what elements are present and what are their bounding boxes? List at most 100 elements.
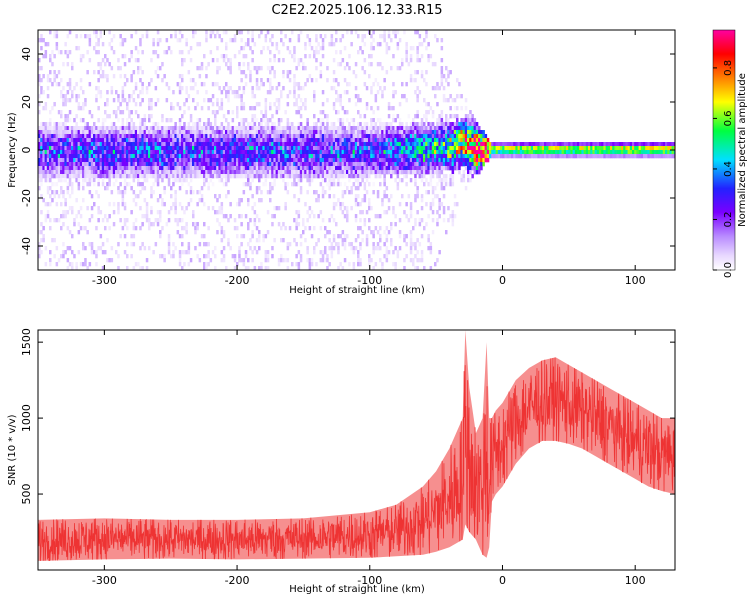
spectrogram-cell (172, 126, 175, 131)
spectrogram-cell (295, 210, 298, 215)
spectrogram-cell (77, 182, 81, 187)
spectrogram-cell (189, 78, 193, 83)
spectrogram-cell (332, 138, 336, 143)
spectrogram-cell (156, 42, 160, 47)
spectrogram-cell (165, 142, 169, 147)
spectrogram-cell (273, 134, 276, 139)
spectrogram-cell (264, 254, 268, 259)
spectrogram-cell (244, 166, 248, 171)
spectrogram-cell (110, 86, 114, 91)
spectrogram-cell (192, 222, 195, 227)
spectrogram-cell (159, 218, 162, 223)
spectrogram-cell (148, 246, 151, 251)
spectrogram-cell (185, 230, 188, 235)
spectrogram-cell (161, 62, 164, 67)
spectrogram-cell (449, 114, 452, 119)
spectrogram-cell (277, 222, 281, 227)
spectrogram-cell (409, 158, 413, 163)
spectrogram-cell (49, 122, 52, 127)
spectrogram-cell (53, 138, 56, 143)
spectrogram-cell (561, 150, 565, 155)
spectrogram-cell (275, 206, 279, 211)
spectrogram-cell (84, 142, 87, 147)
spectrogram-cell (412, 146, 415, 151)
spectrogram-cell (269, 190, 272, 195)
spectrogram-cell (401, 166, 404, 171)
spectrogram-cell (121, 130, 125, 135)
spectrogram-cell (110, 150, 114, 155)
spectrogram-cell (297, 266, 301, 270)
spectrogram-cell (60, 202, 63, 207)
spectrogram-cell (220, 166, 224, 171)
spectrogram-cell (196, 66, 199, 71)
spectrogram-cell (84, 166, 87, 171)
spectrogram-cell (178, 250, 182, 255)
spectrogram-cell (108, 146, 111, 151)
spectrogram-cell (458, 170, 461, 175)
spectrogram-cell (462, 170, 466, 175)
spectrogram-cell (528, 154, 532, 159)
spectrogram-cell (77, 186, 81, 191)
spectrogram-cell (139, 130, 142, 135)
spectrogram-cell (218, 178, 221, 183)
spectrogram-cell (306, 258, 309, 263)
spectrogram-cell (117, 242, 120, 247)
spectrogram-cell (368, 142, 371, 147)
spectrogram-cell (321, 190, 325, 195)
spectrogram-cell (247, 226, 250, 231)
spectrogram-cell (354, 218, 358, 223)
spectrogram-cell (374, 174, 378, 179)
spectrogram-cell (53, 126, 56, 131)
spectrogram-cell (242, 54, 246, 59)
spectrogram-cell (86, 230, 89, 235)
spectrogram-cell (66, 166, 70, 171)
spectrogram-cell (416, 238, 419, 243)
spectrogram-cell (357, 166, 360, 171)
spectrogram-cell (260, 66, 263, 71)
spectrogram-cell (247, 154, 250, 159)
spectrogram-cell (66, 134, 70, 139)
spectrogram-cell (251, 234, 254, 239)
spectrogram-cell (460, 178, 463, 183)
spectrogram-cell (269, 198, 272, 203)
spectrogram-cell (123, 182, 127, 187)
spectrogram-cell (405, 202, 408, 207)
spectrogram-cell (506, 142, 510, 147)
spectrogram-cell (486, 154, 490, 159)
spectrogram-cell (134, 202, 138, 207)
spectrogram-cell (473, 150, 477, 155)
spectrogram-cell (253, 130, 257, 135)
spectrogram-cell (99, 30, 103, 35)
spectrogram-cell (104, 74, 107, 79)
spectrogram-cell (431, 166, 435, 171)
spectrogram-cell (438, 170, 441, 175)
spectrogram-cell (86, 178, 89, 183)
spectrogram-cell (313, 90, 316, 95)
spectrogram-cell (482, 142, 485, 147)
spectrogram-cell (357, 202, 360, 207)
spectrogram-cell (359, 130, 362, 135)
spectrogram-cell (121, 138, 125, 143)
spectrogram-cell (328, 146, 331, 151)
spectrogram-cell (51, 126, 54, 131)
spectrogram-cell (51, 198, 54, 203)
spectrogram-cell (62, 102, 65, 107)
spectrogram-cell (341, 130, 345, 135)
spectrogram-cell (266, 166, 270, 171)
spectrogram-cell (458, 146, 461, 151)
spectrogram-cell (66, 142, 70, 147)
spectrogram-cell (436, 130, 439, 135)
spectrogram-cell (38, 74, 41, 79)
spectrogram-cell (339, 234, 342, 239)
spectrogram-cell (420, 166, 424, 171)
spectrogram-cell (357, 138, 360, 143)
spectrogram-cell (385, 258, 389, 263)
spectrogram-cell (53, 30, 56, 35)
spectrogram-cell (458, 94, 461, 99)
spectrogram-cell (90, 114, 94, 119)
spectrogram-cell (238, 150, 241, 155)
spectrogram-cell (385, 166, 389, 171)
spectrogram-cell (447, 130, 450, 135)
spectrogram-cell (231, 146, 235, 151)
spectrogram-cell (77, 134, 81, 139)
